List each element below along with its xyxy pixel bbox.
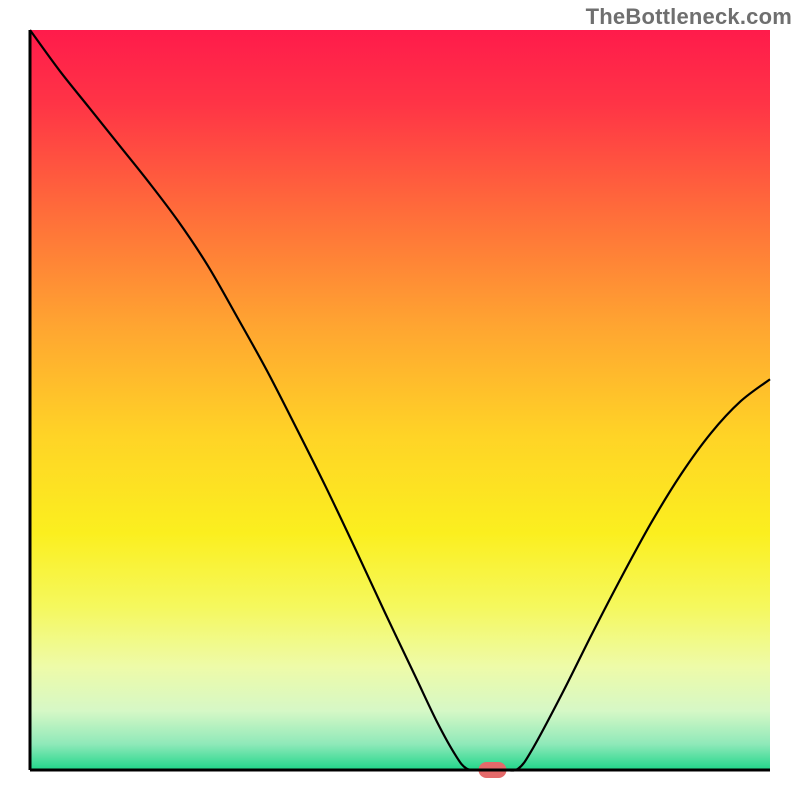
- watermark-text: TheBottleneck.com: [586, 4, 792, 30]
- gradient-background: [30, 30, 770, 770]
- chart-container: TheBottleneck.com: [0, 0, 800, 800]
- bottleneck-chart: [0, 0, 800, 800]
